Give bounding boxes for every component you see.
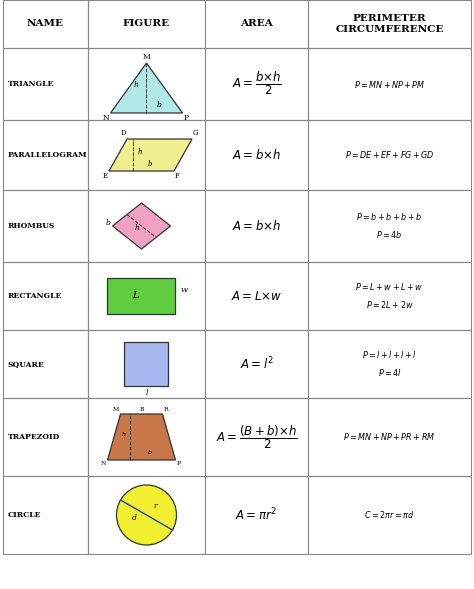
- Text: RHOMBUS: RHOMBUS: [8, 222, 55, 230]
- Polygon shape: [108, 414, 175, 460]
- Bar: [88, 330, 205, 398]
- Bar: [88, 190, 205, 262]
- Text: b: b: [147, 450, 152, 455]
- Bar: [88, 48, 205, 120]
- Bar: [88, 476, 205, 554]
- Text: N: N: [101, 461, 107, 466]
- Text: PERIMETER
CIRCUMFERENCE: PERIMETER CIRCUMFERENCE: [335, 14, 444, 34]
- Text: $A = \dfrac{b{\times}h}{2}$: $A = \dfrac{b{\times}h}{2}$: [232, 71, 282, 97]
- Text: CIRCLE: CIRCLE: [8, 511, 42, 519]
- Text: $A = b{\times}h$: $A = b{\times}h$: [232, 219, 281, 233]
- Text: P: P: [176, 461, 181, 466]
- Bar: [308, 398, 471, 476]
- Text: E: E: [103, 172, 108, 180]
- Text: $P = 4l$: $P = 4l$: [377, 368, 401, 379]
- Bar: [205, 48, 308, 120]
- Text: PARALLELOGRAM: PARALLELOGRAM: [8, 151, 88, 159]
- Bar: [205, 262, 308, 330]
- Text: G: G: [193, 129, 199, 137]
- Bar: [3, 48, 88, 120]
- Text: h: h: [138, 148, 143, 156]
- Text: $A = l^{2}$: $A = l^{2}$: [240, 356, 273, 372]
- Bar: [3, 262, 88, 330]
- Text: R: R: [164, 407, 168, 412]
- Bar: [3, 330, 88, 398]
- Bar: [308, 476, 471, 554]
- Bar: [205, 0, 308, 48]
- Text: $A=\dfrac{(B+b){\times}h}{2}$: $A=\dfrac{(B+b){\times}h}{2}$: [216, 423, 297, 451]
- Text: D: D: [120, 129, 126, 137]
- Text: b: b: [106, 219, 110, 227]
- Text: AREA: AREA: [240, 19, 273, 28]
- Text: b: b: [157, 101, 162, 109]
- Text: r: r: [154, 502, 157, 510]
- Bar: [88, 120, 205, 190]
- Text: TRIANGLE: TRIANGLE: [8, 80, 55, 88]
- Bar: [125, 342, 168, 386]
- Text: RECTANGLE: RECTANGLE: [8, 292, 63, 300]
- Circle shape: [117, 485, 176, 545]
- Bar: [3, 0, 88, 48]
- Bar: [88, 0, 205, 48]
- Text: $P = 2L+2w$: $P = 2L+2w$: [365, 299, 413, 310]
- Bar: [88, 262, 205, 330]
- Bar: [308, 120, 471, 190]
- Bar: [3, 190, 88, 262]
- Bar: [88, 398, 205, 476]
- Text: h: h: [134, 81, 139, 89]
- Bar: [3, 398, 88, 476]
- Text: w: w: [181, 286, 188, 294]
- Text: M: M: [113, 407, 119, 412]
- Text: b: b: [147, 160, 152, 168]
- Bar: [205, 120, 308, 190]
- Text: h: h: [135, 224, 139, 232]
- Bar: [3, 476, 88, 554]
- Text: d: d: [132, 514, 137, 522]
- Text: FIGURE: FIGURE: [123, 19, 170, 28]
- Text: B: B: [139, 407, 144, 412]
- Text: $P=MN+NP+PM$: $P=MN+NP+PM$: [354, 78, 425, 90]
- Text: $C = 2\pi r = \pi d$: $C = 2\pi r = \pi d$: [365, 509, 415, 521]
- Bar: [108, 278, 175, 314]
- Text: $A = b{\times}h$: $A = b{\times}h$: [232, 148, 281, 162]
- Polygon shape: [110, 63, 182, 113]
- Text: N: N: [103, 114, 109, 122]
- Text: l: l: [145, 389, 148, 397]
- Text: $P = l+l+l+l$: $P = l+l+l+l$: [362, 349, 417, 360]
- Bar: [308, 48, 471, 120]
- Bar: [205, 476, 308, 554]
- Text: $P = 4b$: $P = 4b$: [376, 230, 403, 240]
- Text: $P = b+b+b+b$: $P = b+b+b+b$: [356, 211, 422, 223]
- Text: $P = L+w+L+w$: $P = L+w+L+w$: [356, 282, 424, 293]
- Polygon shape: [109, 139, 192, 171]
- Text: $A = L{\times}w$: $A = L{\times}w$: [231, 290, 282, 303]
- Bar: [205, 398, 308, 476]
- Text: TRAPEZOID: TRAPEZOID: [8, 433, 60, 441]
- Text: M: M: [143, 53, 150, 61]
- Bar: [308, 262, 471, 330]
- Bar: [205, 190, 308, 262]
- Bar: [308, 330, 471, 398]
- Bar: [308, 190, 471, 262]
- Text: $A = \pi r^{2}$: $A = \pi r^{2}$: [236, 507, 278, 523]
- Bar: [308, 0, 471, 48]
- Text: h: h: [121, 432, 126, 436]
- Text: F: F: [175, 172, 180, 180]
- Bar: [3, 120, 88, 190]
- Text: $P=MN+NP+PR+RM$: $P=MN+NP+PR+RM$: [343, 432, 436, 442]
- Bar: [205, 330, 308, 398]
- Text: $P=DE+EF+FG+GD$: $P=DE+EF+FG+GD$: [345, 150, 434, 160]
- Text: L: L: [132, 292, 139, 300]
- Text: SQUARE: SQUARE: [8, 360, 45, 368]
- Text: NAME: NAME: [27, 19, 64, 28]
- Polygon shape: [112, 203, 171, 249]
- Text: P: P: [183, 114, 189, 122]
